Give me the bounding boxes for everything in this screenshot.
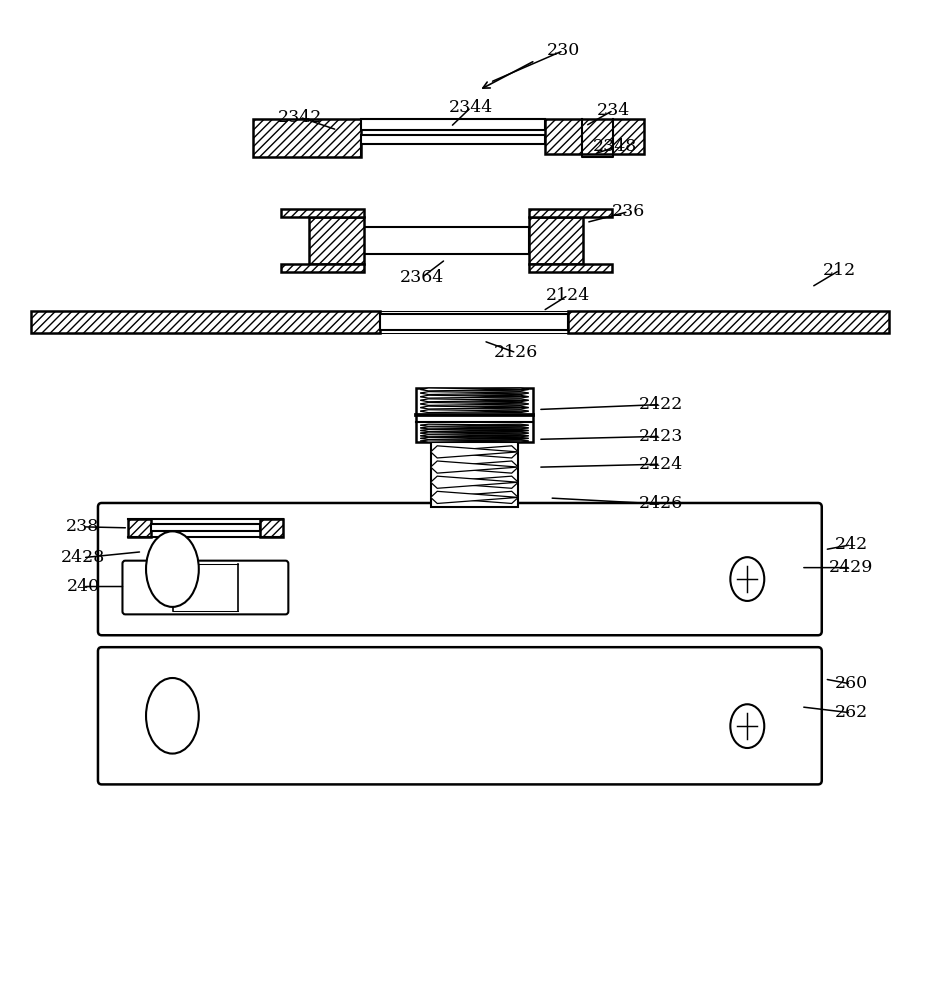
Polygon shape <box>420 427 529 429</box>
Polygon shape <box>420 432 529 434</box>
Bar <box>260 519 283 537</box>
Text: 2423: 2423 <box>638 428 683 445</box>
Polygon shape <box>420 399 529 402</box>
Text: 242: 242 <box>834 536 867 553</box>
Polygon shape <box>430 446 519 458</box>
Bar <box>31 311 380 333</box>
Bar <box>529 217 583 264</box>
Polygon shape <box>420 435 529 437</box>
Polygon shape <box>420 406 529 409</box>
Polygon shape <box>420 435 529 437</box>
Text: 2422: 2422 <box>638 396 683 413</box>
Polygon shape <box>420 395 529 398</box>
Polygon shape <box>420 406 529 409</box>
Polygon shape <box>430 491 519 503</box>
Ellipse shape <box>146 531 199 607</box>
Text: 2124: 2124 <box>546 287 591 304</box>
Bar <box>128 519 152 537</box>
Bar <box>529 209 611 217</box>
Text: 2344: 2344 <box>449 99 493 116</box>
FancyBboxPatch shape <box>122 561 288 614</box>
Polygon shape <box>420 427 529 429</box>
Bar <box>309 217 364 264</box>
Bar <box>361 135 545 144</box>
Text: 2424: 2424 <box>639 456 683 473</box>
Bar <box>415 388 534 442</box>
Polygon shape <box>420 388 529 391</box>
Polygon shape <box>420 440 529 442</box>
Polygon shape <box>430 476 519 488</box>
Polygon shape <box>420 402 529 405</box>
Bar <box>430 442 519 507</box>
Bar <box>281 209 364 217</box>
Text: 2126: 2126 <box>494 344 538 361</box>
Polygon shape <box>430 476 519 488</box>
Text: 2428: 2428 <box>61 549 105 566</box>
Bar <box>281 264 364 272</box>
Bar <box>380 314 568 330</box>
Bar <box>568 311 888 333</box>
Text: 2364: 2364 <box>400 269 445 286</box>
Polygon shape <box>420 395 529 398</box>
Ellipse shape <box>146 678 199 754</box>
Polygon shape <box>430 446 519 458</box>
Polygon shape <box>420 429 529 432</box>
Bar <box>361 119 545 130</box>
Ellipse shape <box>730 557 764 601</box>
Bar <box>309 217 364 264</box>
Text: 262: 262 <box>834 704 867 721</box>
Text: 2429: 2429 <box>829 559 873 576</box>
Bar <box>568 311 888 333</box>
Text: 230: 230 <box>547 42 580 59</box>
Polygon shape <box>420 388 529 391</box>
Bar <box>545 119 644 154</box>
Polygon shape <box>420 437 529 439</box>
Bar <box>281 264 364 272</box>
Polygon shape <box>430 461 519 473</box>
Bar <box>529 209 611 217</box>
Polygon shape <box>420 432 529 434</box>
Ellipse shape <box>730 704 764 748</box>
Polygon shape <box>420 437 529 439</box>
Polygon shape <box>430 461 519 473</box>
Bar <box>545 119 644 154</box>
Polygon shape <box>420 410 529 413</box>
Polygon shape <box>420 399 529 402</box>
Text: 234: 234 <box>597 102 630 119</box>
Polygon shape <box>420 392 529 395</box>
Text: 240: 240 <box>66 578 100 595</box>
Text: 260: 260 <box>834 675 867 692</box>
Polygon shape <box>420 440 529 442</box>
Polygon shape <box>430 491 519 503</box>
Bar <box>529 264 611 272</box>
Text: 2342: 2342 <box>278 109 321 126</box>
Bar <box>364 227 529 254</box>
FancyBboxPatch shape <box>98 503 822 635</box>
Bar <box>281 209 364 217</box>
Bar <box>31 311 380 333</box>
Polygon shape <box>420 410 529 413</box>
Polygon shape <box>420 424 529 426</box>
Bar <box>152 524 260 531</box>
Polygon shape <box>420 429 529 432</box>
Bar <box>529 264 611 272</box>
Bar <box>260 519 283 537</box>
Text: 236: 236 <box>612 203 646 220</box>
Text: 212: 212 <box>823 262 856 279</box>
Bar <box>529 217 583 264</box>
Polygon shape <box>420 392 529 395</box>
FancyBboxPatch shape <box>98 647 822 784</box>
Text: 238: 238 <box>66 518 100 535</box>
Polygon shape <box>420 424 529 426</box>
Bar <box>252 119 361 157</box>
Text: 2348: 2348 <box>593 138 637 155</box>
Bar <box>252 119 361 157</box>
Text: 2426: 2426 <box>639 495 683 512</box>
Polygon shape <box>420 402 529 405</box>
Bar <box>128 519 152 537</box>
